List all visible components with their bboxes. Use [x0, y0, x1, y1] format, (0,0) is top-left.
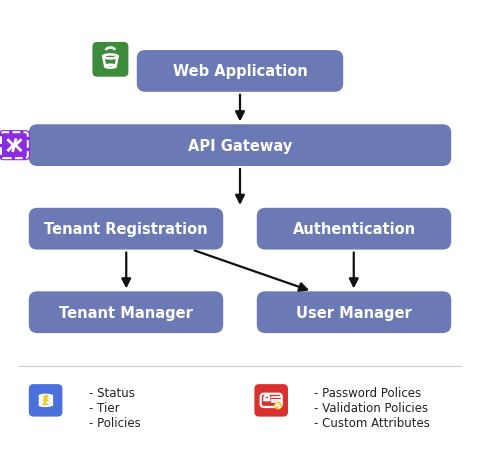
Text: - Password Polices: - Password Polices: [314, 387, 421, 400]
FancyBboxPatch shape: [254, 384, 288, 417]
Text: Authentication: Authentication: [292, 222, 416, 237]
FancyBboxPatch shape: [29, 384, 62, 417]
FancyBboxPatch shape: [29, 208, 223, 250]
FancyBboxPatch shape: [137, 51, 343, 93]
Circle shape: [275, 403, 281, 409]
FancyBboxPatch shape: [0, 131, 30, 161]
FancyBboxPatch shape: [29, 292, 223, 333]
Text: Tenant Registration: Tenant Registration: [44, 222, 208, 237]
Text: - Policies: - Policies: [89, 416, 141, 429]
Text: API Gateway: API Gateway: [188, 138, 292, 153]
FancyBboxPatch shape: [257, 208, 451, 250]
FancyBboxPatch shape: [257, 292, 451, 333]
Text: - Validation Policies: - Validation Policies: [314, 401, 429, 414]
Text: Tenant Manager: Tenant Manager: [59, 305, 193, 320]
Text: - Custom Attributes: - Custom Attributes: [314, 416, 430, 429]
FancyBboxPatch shape: [29, 125, 451, 167]
Text: - Tier: - Tier: [89, 401, 120, 414]
Text: Web Application: Web Application: [173, 64, 307, 79]
Text: - Status: - Status: [89, 387, 135, 400]
FancyBboxPatch shape: [92, 43, 129, 77]
Text: User Manager: User Manager: [296, 305, 412, 320]
